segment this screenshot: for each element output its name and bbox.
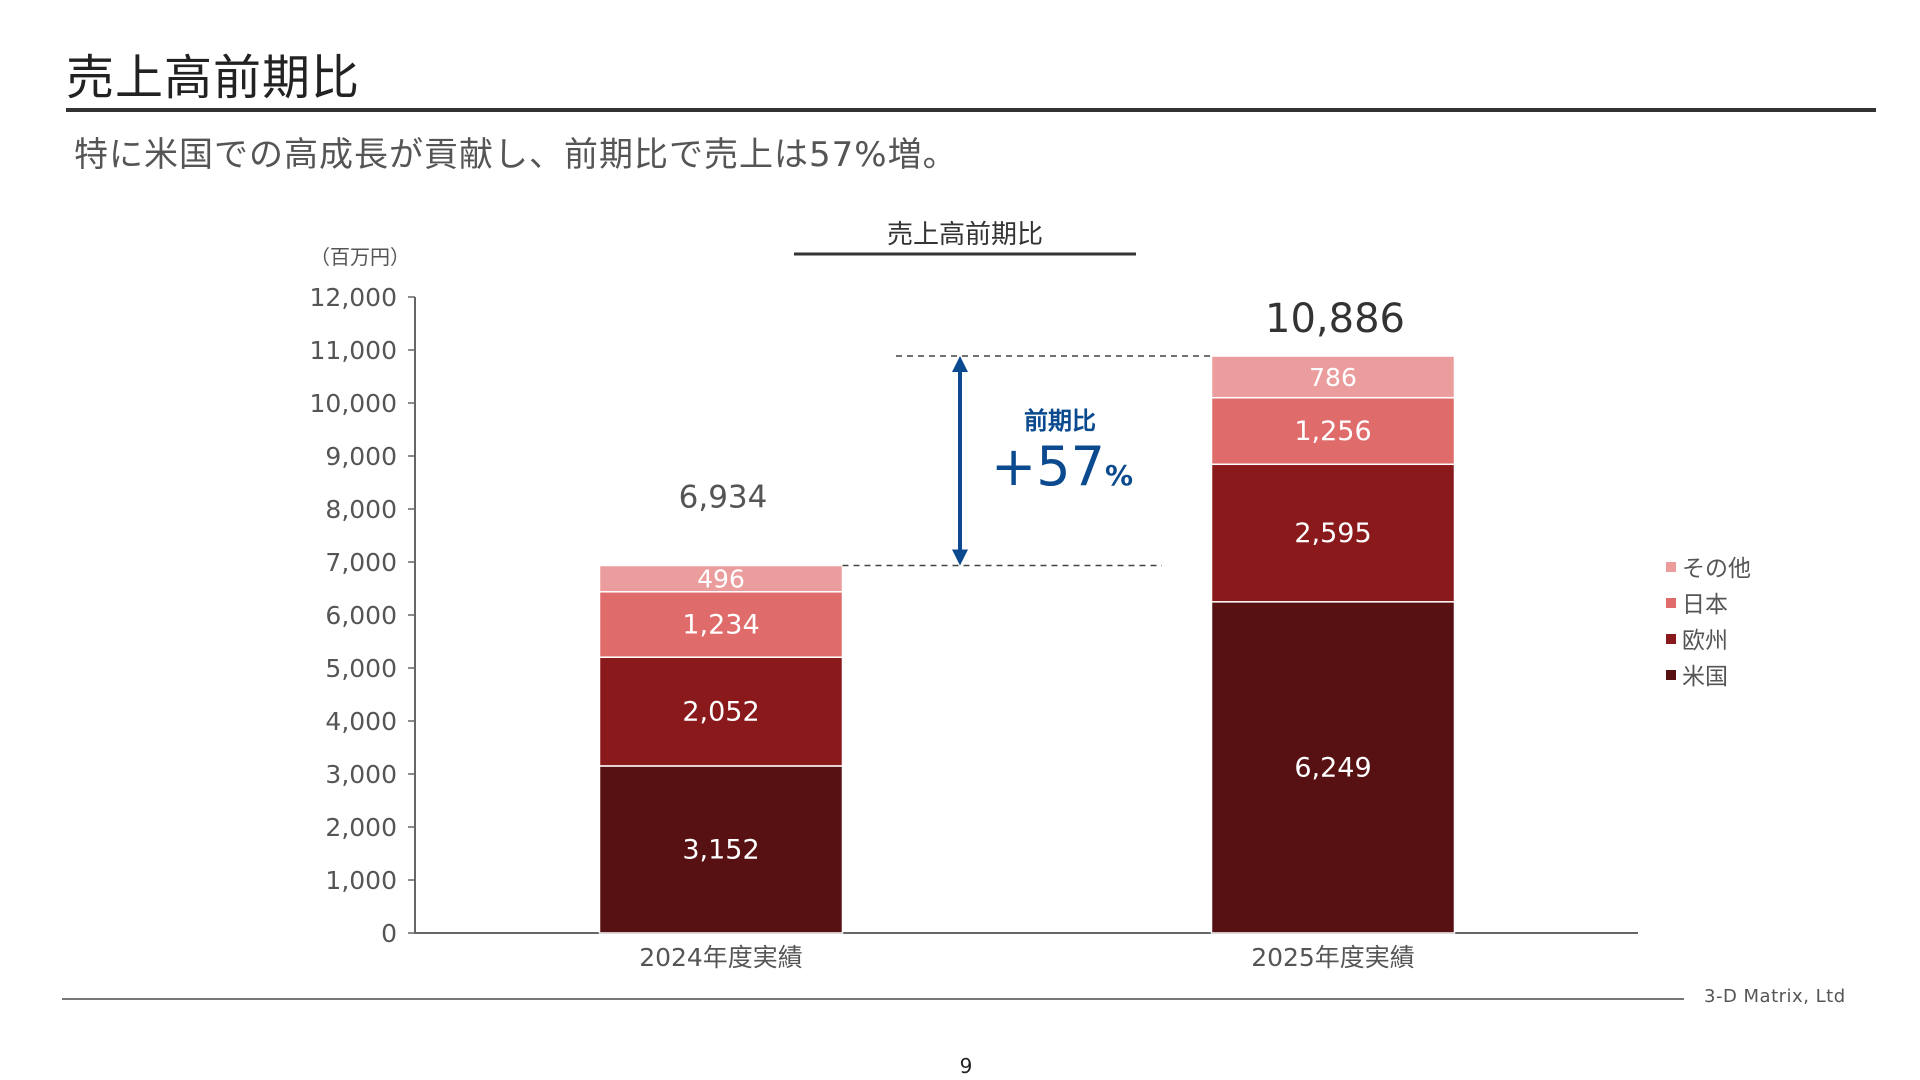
y-tick-label: 1,000: [325, 866, 397, 895]
segment-value-label: 2,052: [682, 697, 759, 728]
x-category-label: 2025年度実績: [1251, 943, 1415, 972]
segment-value-label: 6,249: [1294, 752, 1371, 783]
y-tick-label: 7,000: [325, 548, 397, 577]
growth-value: +57%: [991, 435, 1133, 498]
y-tick-label: 9,000: [325, 442, 397, 471]
legend-swatch: [1666, 562, 1676, 572]
legend-swatch: [1666, 670, 1676, 680]
y-tick-label: 3,000: [325, 760, 397, 789]
total-value-label: 6,934: [679, 479, 768, 515]
page-number: 9: [959, 1054, 973, 1078]
x-category-label: 2024年度実績: [639, 943, 803, 972]
bar-segment-1-2: [1210, 396, 1456, 466]
legend-label: 日本: [1682, 592, 1728, 618]
page-title: 売上高前期比: [66, 50, 361, 106]
bar-segment-1-1: [1210, 463, 1456, 603]
segment-value-label: 3,152: [682, 834, 759, 865]
bar-segment-0-2: [598, 591, 844, 658]
footer-divider: [62, 998, 1684, 1000]
segment-value-label: 496: [697, 565, 745, 594]
segment-value-label: 1,256: [1294, 416, 1371, 447]
y-tick-label: 5,000: [325, 654, 397, 683]
segment-value-labels: 3,152 2,052 1,234 496 6,249 2,595 1,256 786: [682, 363, 1371, 866]
chart-title: 売上高前期比: [887, 220, 1043, 250]
bar-segment-0-3: [598, 564, 844, 593]
y-tick-label: 4,000: [325, 707, 397, 736]
growth-annotation: 前期比 +57%: [842, 355, 1212, 567]
y-tick-label: 10,000: [310, 389, 397, 418]
legend-label: 欧州: [1682, 628, 1728, 654]
segment-value-label: 2,595: [1294, 518, 1371, 549]
legend-swatch: [1666, 634, 1676, 644]
y-tick-label: 6,000: [325, 601, 397, 630]
total-value-labels: 6,934 10,886: [679, 296, 1405, 515]
segment-value-label: 786: [1309, 363, 1357, 392]
title-divider: [66, 108, 1876, 112]
y-tick-label: 12,000: [310, 283, 397, 312]
legend-label: 米国: [1682, 664, 1728, 690]
growth-value-number: +57: [991, 435, 1105, 498]
y-tick-label: 11,000: [310, 336, 397, 365]
bar-segment-1-0: [1210, 601, 1456, 934]
bar-stacks: [598, 355, 1456, 934]
x-axis-category-labels: 2024年度実績 2025年度実績: [639, 943, 1415, 972]
footer-company-name: 3-D Matrix, Ltd: [1704, 986, 1846, 1007]
legend-label: その他: [1682, 556, 1751, 582]
growth-label: 前期比: [1024, 407, 1096, 435]
y-axis-unit-label: （百万円）: [310, 245, 410, 269]
bar-segment-1-3: [1210, 355, 1456, 399]
legend-swatch: [1666, 598, 1676, 608]
segment-value-label: 1,234: [682, 609, 759, 640]
y-tick-label: 8,000: [325, 495, 397, 524]
y-axis-ticks: 0 1,000 2,000 3,000 4,000 5,000 6,000 7,000 8,00…: [310, 283, 415, 948]
y-tick-label: 2,000: [325, 813, 397, 842]
total-value-label: 10,886: [1265, 296, 1405, 342]
page-subtitle: 特に米国での高成長が貢献し、前期比で売上は57%増。: [74, 135, 958, 175]
growth-value-unit: %: [1105, 459, 1133, 492]
y-tick-label: 0: [381, 919, 397, 948]
